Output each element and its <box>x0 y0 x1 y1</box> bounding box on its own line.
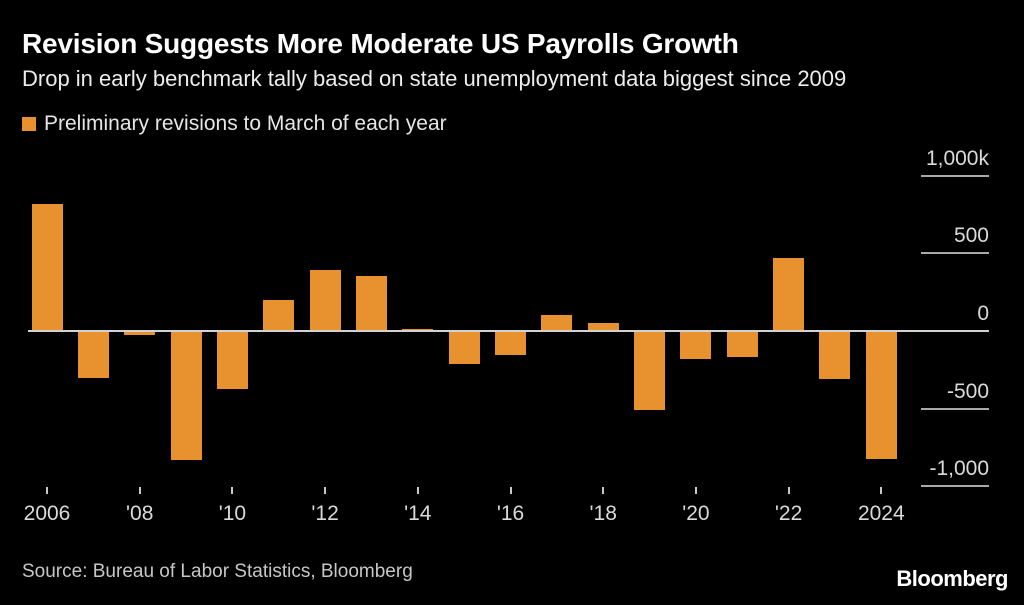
xtick-2020 <box>694 487 697 494</box>
ytick-label-0: 0 <box>977 302 989 325</box>
xtick-label-2020: '20 <box>682 502 710 525</box>
bar-2006 <box>31 204 63 330</box>
bar-2010 <box>216 332 248 389</box>
xtick-label-2018: '18 <box>589 502 617 525</box>
xtick-label-2008: '08 <box>126 502 154 525</box>
bar-2014 <box>402 329 434 330</box>
bar-2008 <box>124 332 156 335</box>
xtick-2022 <box>787 487 790 494</box>
legend: Preliminary revisions to March of each y… <box>22 112 447 136</box>
ytick-label-1000: 1,000k <box>925 146 989 170</box>
bar-2012 <box>309 270 341 330</box>
legend-label: Preliminary revisions to March of each y… <box>44 112 447 135</box>
bar-2015 <box>448 332 480 364</box>
xtick-label-2024: 2024 <box>857 502 905 525</box>
bar-2009 <box>170 332 202 460</box>
bar-2022 <box>773 258 805 330</box>
ytick-line--500 <box>921 407 989 410</box>
xtick-2024 <box>880 487 883 494</box>
xtick-label-2010: '10 <box>218 502 247 525</box>
xtick-2008 <box>138 487 141 494</box>
bar-2016 <box>495 332 526 355</box>
bar-2017 <box>541 315 573 330</box>
xtick-label-2012: '12 <box>311 502 339 525</box>
bar-2011 <box>263 300 295 330</box>
ytick-line--1000 <box>921 485 989 488</box>
xtick-2006 <box>46 487 48 494</box>
bar-2018 <box>587 323 619 330</box>
legend-swatch-icon <box>22 117 36 131</box>
xtick-2010 <box>231 487 234 494</box>
bar-2024 <box>865 332 897 459</box>
xtick-label-2022: '22 <box>774 502 803 525</box>
bar-2021 <box>726 332 758 357</box>
ytick-label--500: -500 <box>946 379 989 403</box>
ytick-label--1000: -1,000 <box>929 457 989 481</box>
zero-baseline <box>28 330 989 332</box>
bar-2020 <box>680 332 712 359</box>
chart-title: Revision Suggests More Moderate US Payro… <box>22 28 739 59</box>
xtick-2016 <box>509 487 512 494</box>
ytick-line-1000 <box>921 174 989 177</box>
bloomberg-logo: Bloomberg <box>896 566 1008 591</box>
bar-2023 <box>819 332 851 379</box>
xtick-2012 <box>324 487 327 494</box>
xtick-2014 <box>416 487 419 494</box>
bar-2007 <box>77 332 109 378</box>
source-note: Source: Bureau of Labor Statistics, Bloo… <box>22 561 413 582</box>
ytick-line-500 <box>921 252 989 255</box>
ytick-label-500: 500 <box>953 224 989 248</box>
xtick-label-2014: '14 <box>404 502 432 525</box>
bar-2019 <box>634 332 666 410</box>
xtick-label-2016: '16 <box>496 502 525 525</box>
chart-subtitle: Drop in early benchmark tally based on s… <box>22 66 847 91</box>
xtick-2018 <box>602 487 605 494</box>
bar-2013 <box>355 276 387 330</box>
xtick-label-2006: 2006 <box>23 502 71 525</box>
